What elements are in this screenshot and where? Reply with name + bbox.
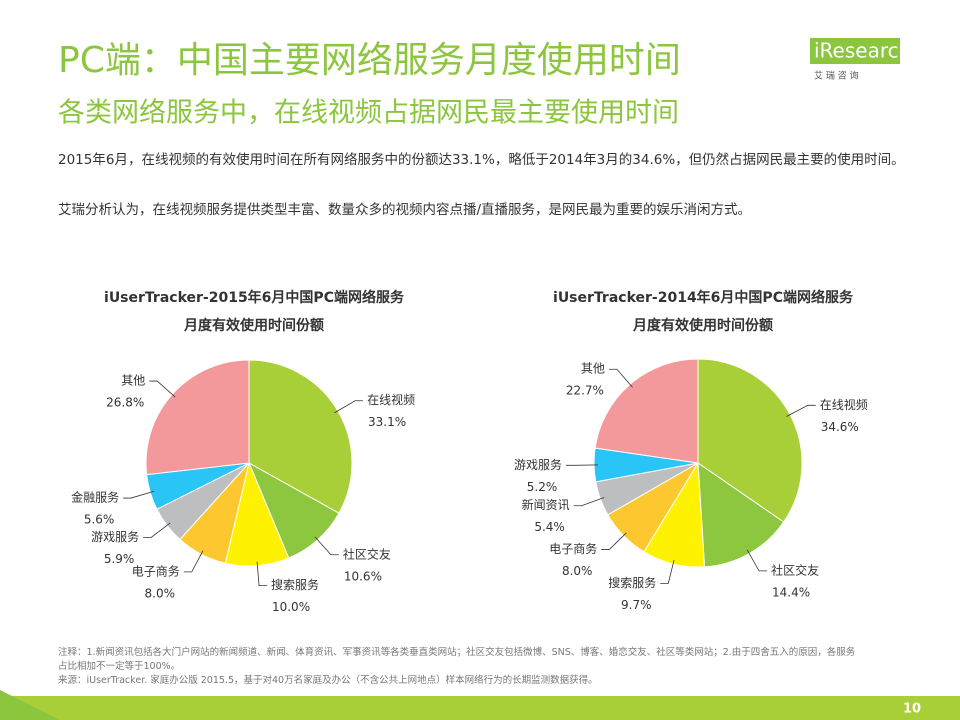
chart-title: iUserTracker-2014年6月中国PC端网络服务 xyxy=(553,289,854,306)
slice-label: 搜索服务 xyxy=(271,577,319,592)
slice-value: 10.6% xyxy=(344,569,382,583)
subtitle: 各类网络服务中，在线视频占据网民最主要使用时间 xyxy=(58,98,679,129)
pie-slice xyxy=(145,359,250,476)
slice-value: 26.8% xyxy=(106,396,144,410)
leader-line xyxy=(256,561,268,586)
leader-line xyxy=(746,549,768,572)
leader-line xyxy=(314,536,339,556)
slice-label: 金融服务 xyxy=(71,490,119,505)
slice-value: 14.4% xyxy=(772,585,810,599)
leader-line xyxy=(143,522,171,538)
slice-value: 10.0% xyxy=(272,600,310,614)
title: PC端：中国主要网络服务月度使用时间 xyxy=(58,40,681,81)
slice-label: 游戏服务 xyxy=(91,529,139,544)
logo-bg xyxy=(810,38,900,64)
page-number: 10 xyxy=(903,702,921,717)
leader-line xyxy=(660,559,675,584)
leader-line xyxy=(601,532,627,550)
paragraph: 艾瑞分析认为，在线视频服务提供类型丰富、数量众多的视频内容点播/直播服务，是网民… xyxy=(58,202,752,218)
slice-label: 社区交友 xyxy=(771,562,819,577)
chart-title: 月度有效使用时间份额 xyxy=(632,317,773,334)
slice-value: 5.2% xyxy=(527,480,558,494)
slice-value: 9.7% xyxy=(621,598,652,612)
pie-slice xyxy=(594,358,699,464)
slice-label: 在线视频 xyxy=(820,397,868,412)
slice-value: 8.0% xyxy=(562,564,593,578)
source: 来源：iUserTracker. 家庭办公版 2015.5，基于对40万名家庭及… xyxy=(58,675,598,686)
slice-value: 5.9% xyxy=(104,552,135,566)
slice-value: 5.6% xyxy=(84,513,115,527)
leader-line xyxy=(334,400,364,414)
slice-value: 34.6% xyxy=(821,420,859,434)
slice-value: 33.1% xyxy=(368,415,406,429)
slice-label: 其他 xyxy=(581,362,605,376)
paragraph: 2015年6月，在线视频的有效使用时间在所有网络服务中的份额达33.1%，略低于… xyxy=(58,152,905,168)
slice-label: 社区交友 xyxy=(343,546,391,561)
slice-label: 其他 xyxy=(121,374,145,388)
slice-label: 电子商务 xyxy=(549,541,597,556)
slice-value: 22.7% xyxy=(566,384,604,398)
logo-sub: 艾 瑞 咨 询 xyxy=(814,70,859,82)
slice-value: 8.0% xyxy=(145,586,176,600)
chart-title: iUserTracker-2015年6月中国PC端网络服务 xyxy=(104,289,405,306)
leader-line xyxy=(123,490,155,499)
corner xyxy=(0,690,60,720)
slice-label: 搜索服务 xyxy=(608,575,656,590)
leader-line xyxy=(608,368,633,388)
slice-value: 5.4% xyxy=(534,520,565,534)
note: 注释：1.新闻资讯包括各大门户网站的新闻频道、新闻、体育资讯、军事资讯等各类垂直… xyxy=(58,647,856,672)
slice-label: 游戏服务 xyxy=(514,457,562,472)
slice-label: 新闻资讯 xyxy=(522,497,570,512)
leader-line xyxy=(149,380,176,398)
chart-title: 月度有效使用时间份额 xyxy=(183,317,324,334)
footer-bar xyxy=(0,696,960,720)
leader-line xyxy=(183,550,204,573)
logo: iResearch xyxy=(814,39,911,63)
leader-line xyxy=(786,404,816,417)
leader-line xyxy=(573,497,605,507)
slice-label: 电子商务 xyxy=(132,563,180,578)
slice-label: 在线视频 xyxy=(367,392,415,407)
